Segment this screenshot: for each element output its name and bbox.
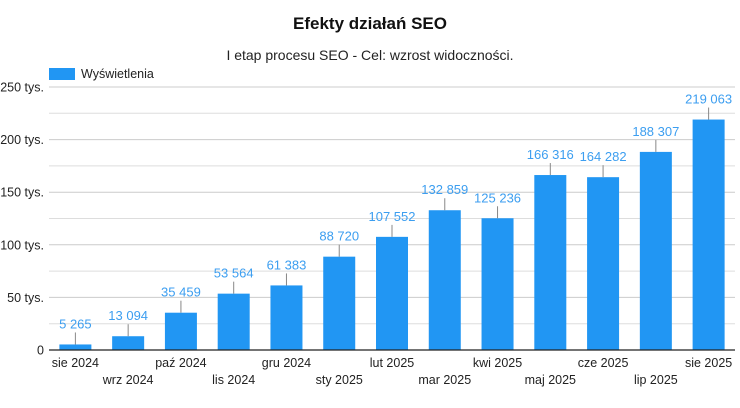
y-tick-label: 100 tys.: [0, 238, 44, 252]
data-label: 132 859: [421, 182, 468, 197]
x-tick-label: cze 2025: [578, 356, 629, 370]
data-label: 35 459: [161, 285, 201, 300]
x-tick-label: lut 2025: [370, 356, 415, 370]
x-tick-label: wrz 2024: [102, 373, 154, 387]
x-tick-label: maj 2025: [525, 373, 576, 387]
chart-title: Efekty działań SEO: [293, 14, 447, 33]
data-label: 13 094: [108, 308, 148, 323]
x-tick-label: kwi 2025: [473, 356, 522, 370]
bar: [587, 177, 620, 350]
data-label: 125 236: [474, 190, 521, 205]
data-label: 5 265: [59, 316, 92, 331]
data-label: 107 552: [369, 209, 416, 224]
x-tick-label: paź 2024: [155, 356, 206, 370]
x-tick-label: sie 2024: [52, 356, 99, 370]
bar: [217, 293, 250, 350]
bar: [428, 210, 461, 350]
x-tick-label: sty 2025: [316, 373, 363, 387]
data-label: 88 720: [319, 229, 359, 244]
bar: [481, 218, 514, 350]
legend-swatch: [49, 68, 75, 80]
x-tick-label: gru 2024: [262, 356, 311, 370]
x-tick-label: lis 2024: [212, 373, 255, 387]
bar: [59, 344, 92, 350]
data-label: 61 383: [267, 257, 307, 272]
bar: [639, 151, 672, 350]
y-tick-label: 0: [37, 344, 44, 358]
bar: [376, 236, 408, 350]
x-tick-label: sie 2025: [685, 356, 732, 370]
bar: [323, 256, 356, 350]
bar: [112, 336, 145, 350]
data-label: 166 316: [527, 147, 574, 162]
data-label: 219 063: [685, 92, 732, 107]
y-tick-label: 150 tys.: [0, 186, 44, 200]
data-label: 164 282: [580, 149, 627, 164]
data-label: 53 564: [214, 266, 254, 281]
bar: [270, 285, 303, 350]
x-tick-label: mar 2025: [418, 373, 471, 387]
y-tick-label: 250 tys.: [0, 81, 44, 95]
bar: [534, 175, 567, 350]
chart-subtitle: I etap procesu SEO - Cel: wzrost widoczn…: [226, 47, 514, 63]
legend[interactable]: Wyświetlenia: [49, 67, 154, 81]
y-tick-label: 200 tys.: [0, 133, 44, 147]
y-tick-label: 50 tys.: [7, 291, 44, 305]
legend-label: Wyświetlenia: [81, 67, 154, 81]
x-tick-label: lip 2025: [634, 373, 678, 387]
bar: [692, 119, 725, 351]
bar: [164, 312, 197, 350]
data-label: 188 307: [632, 124, 679, 139]
